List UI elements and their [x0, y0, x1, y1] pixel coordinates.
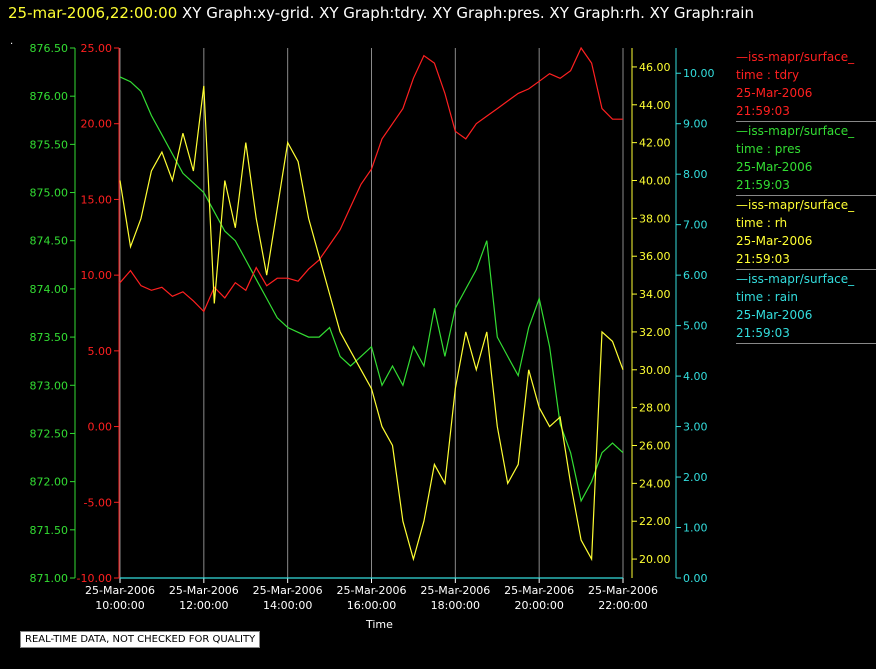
- x-tick-label-date: 25-Mar-2006: [169, 584, 239, 597]
- rh-tick-label: 30.00: [639, 364, 671, 377]
- legend-name: —iss-mapr/surface_: [736, 198, 855, 212]
- pres-tick-label: 876.00: [30, 90, 69, 103]
- x-tick-label-date: 25-Mar-2006: [588, 584, 658, 597]
- pres-tick-label: 873.50: [30, 331, 69, 344]
- rh-tick-label: 24.00: [639, 477, 671, 490]
- x-tick-label-date: 25-Mar-2006: [337, 584, 407, 597]
- tdry-tick-label: -5.00: [84, 496, 112, 509]
- x-tick-label-time: 14:00:00: [263, 599, 312, 612]
- rh-tick-label: 32.00: [639, 326, 671, 339]
- pres-tick-label: 872.50: [30, 427, 69, 440]
- legend-name: —iss-mapr/surface_: [736, 50, 855, 64]
- marker-dot: .: [10, 36, 14, 47]
- legend-date: 25-Mar-2006: [736, 234, 813, 248]
- legend-entry: —iss-mapr/surface_time : tdry 25-Mar-2006…: [736, 48, 876, 122]
- rain-tick-label: 8.00: [683, 168, 708, 181]
- tdry-tick-label: 25.00: [81, 42, 113, 55]
- x-tick-label-time: 16:00:00: [347, 599, 396, 612]
- rain-tick-label: 1.00: [683, 522, 708, 535]
- rh-tick-label: 40.00: [639, 175, 671, 188]
- rain-tick-label: 6.00: [683, 269, 708, 282]
- x-tick-label-date: 25-Mar-2006: [420, 584, 490, 597]
- legend-date: 25-Mar-2006: [736, 86, 813, 100]
- pres-tick-label: 876.50: [30, 42, 69, 55]
- legend-field: time : pres: [736, 142, 801, 156]
- tdry-tick-label: 10.00: [81, 269, 113, 282]
- legend-time: 21:59:03: [736, 178, 790, 192]
- chart-title: 25-mar-2006,22:00:00 XY Graph:xy-grid. X…: [8, 4, 754, 22]
- legend-field: time : rain: [736, 290, 799, 304]
- tdry-tick-label: 15.00: [81, 193, 113, 206]
- legend-time: 21:59:03: [736, 104, 790, 118]
- tdry-tick-label: -10.00: [77, 572, 112, 585]
- legend-name: —iss-mapr/surface_: [736, 124, 855, 138]
- legend-entry: —iss-mapr/surface_time : pres 25-Mar-2006…: [736, 122, 876, 196]
- pres-tick-label: 875.00: [30, 187, 69, 200]
- pres-tick-label: 873.00: [30, 379, 69, 392]
- pres-tick-label: 871.50: [30, 524, 69, 537]
- x-tick-label-time: 22:00:00: [598, 599, 647, 612]
- tdry-tick-label: 20.00: [81, 118, 113, 131]
- rain-tick-label: 4.00: [683, 370, 708, 383]
- rh-tick-label: 34.00: [639, 288, 671, 301]
- x-tick-label-date: 25-Mar-2006: [85, 584, 155, 597]
- legend-field: time : tdry: [736, 68, 800, 82]
- rain-tick-label: 2.00: [683, 471, 708, 484]
- pres-tick-label: 875.50: [30, 138, 69, 151]
- rh-tick-label: 42.00: [639, 137, 671, 150]
- pres-tick-label: 874.00: [30, 283, 69, 296]
- legend-date: 25-Mar-2006: [736, 160, 813, 174]
- rh-tick-label: 20.00: [639, 553, 671, 566]
- rain-tick-label: 5.00: [683, 320, 708, 333]
- x-tick-label-time: 10:00:00: [95, 599, 144, 612]
- x-tick-label-time: 20:00:00: [514, 599, 563, 612]
- rh-tick-label: 38.00: [639, 212, 671, 225]
- rain-tick-label: 7.00: [683, 219, 708, 232]
- rain-tick-label: 0.00: [683, 572, 708, 585]
- pres-tick-label: 872.00: [30, 476, 69, 489]
- legend-name: —iss-mapr/surface_: [736, 272, 855, 286]
- x-tick-label-time: 18:00:00: [431, 599, 480, 612]
- rh-tick-label: 46.00: [639, 61, 671, 74]
- legend: —iss-mapr/surface_ time : tdry 25-Mar-2006…: [736, 48, 876, 344]
- legend-field: time : rh: [736, 216, 788, 230]
- legend-entry: —iss-mapr/surface_time : rh 25-Mar-2006 21…: [736, 196, 876, 270]
- x-tick-label-date: 25-Mar-2006: [504, 584, 574, 597]
- legend-entry: —iss-mapr/surface_time : rain 25-Mar-2006…: [736, 270, 876, 344]
- rain-tick-label: 9.00: [683, 118, 708, 131]
- tdry-tick-label: 0.00: [88, 421, 113, 434]
- legend-time: 21:59:03: [736, 326, 790, 340]
- series-line-pres: [119, 76, 624, 503]
- rh-tick-label: 36.00: [639, 250, 671, 263]
- series-line-rh: [119, 85, 624, 562]
- rh-tick-label: 22.00: [639, 515, 671, 528]
- x-tick-label-date: 25-Mar-2006: [253, 584, 323, 597]
- rh-tick-label: 26.00: [639, 440, 671, 453]
- tdry-tick-label: 5.00: [88, 345, 113, 358]
- data-quality-notice: REAL-TIME DATA, NOT CHECKED FOR QUALITY: [20, 631, 261, 648]
- rh-tick-label: 44.00: [639, 99, 671, 112]
- rain-tick-label: 10.00: [683, 67, 715, 80]
- pres-tick-label: 871.00: [30, 572, 69, 585]
- x-axis-title: Time: [366, 618, 393, 631]
- title-graph-list: XY Graph:xy-grid. XY Graph:tdry. XY Grap…: [182, 4, 754, 22]
- series-line-tdry: [119, 46, 623, 313]
- legend-date: 25-Mar-2006: [736, 308, 813, 322]
- x-tick-label-time: 12:00:00: [179, 599, 228, 612]
- pres-tick-label: 874.50: [30, 235, 69, 248]
- title-timestamp: 25-mar-2006,22:00:00: [8, 4, 178, 22]
- legend-time: 21:59:03: [736, 252, 790, 266]
- rh-tick-label: 28.00: [639, 402, 671, 415]
- rain-tick-label: 3.00: [683, 421, 708, 434]
